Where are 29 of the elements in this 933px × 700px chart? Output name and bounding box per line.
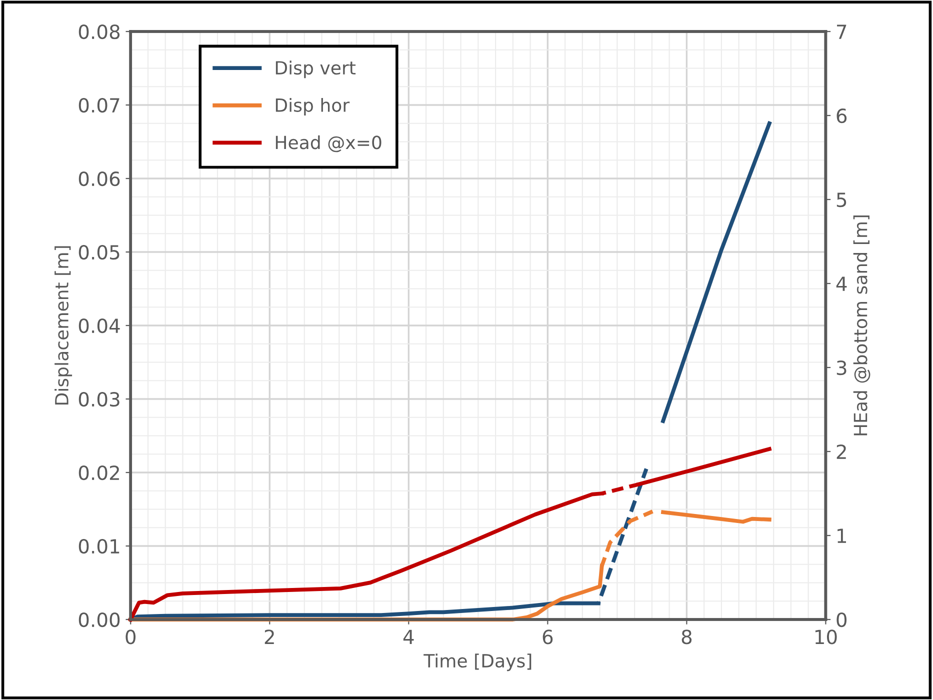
y-tick-label: 0.04 (78, 318, 120, 334)
legend-label: Disp vert (276, 60, 356, 78)
y2-tick-label: 1 (838, 528, 846, 543)
x-tick-label: 8 (682, 630, 692, 644)
legend-label: Head @x=0 (276, 135, 382, 152)
y2-tick-label: 5 (836, 192, 846, 208)
y2-axis-title: HEad @bottom sand [m] (853, 215, 870, 436)
x-tick-label: 10 (815, 630, 837, 644)
x-tick-label: 4 (403, 630, 414, 644)
y2-tick-label: 7 (837, 24, 846, 39)
y-tick-label: 0.06 (78, 171, 120, 186)
y2-tick-label: 3 (836, 360, 846, 376)
y-tick-label: 0.01 (78, 538, 120, 554)
y2-tick-label: 0 (836, 612, 847, 628)
x-axis-title: Time [Days] (424, 654, 532, 672)
y-tick-label: 0.05 (78, 244, 120, 260)
y-tick-label: 0.03 (78, 392, 120, 407)
y-axis-title: Displacement [m] (54, 246, 72, 404)
y2-tick-label: 2 (836, 444, 846, 459)
y2-tick-label: 4 (836, 276, 847, 291)
y-tick-label: 0.02 (78, 465, 119, 480)
legend-label: Disp hor (276, 98, 350, 116)
y-tick-label: 0.08 (78, 24, 120, 40)
y2-tick-label: 6 (836, 108, 847, 124)
x-tick-label: 6 (542, 630, 553, 644)
x-tick-label: 2 (264, 630, 274, 644)
y-tick-label: 0.00 (78, 612, 120, 628)
y-tick-label: 0.07 (78, 98, 120, 113)
x-tick-label: 0 (126, 630, 136, 644)
